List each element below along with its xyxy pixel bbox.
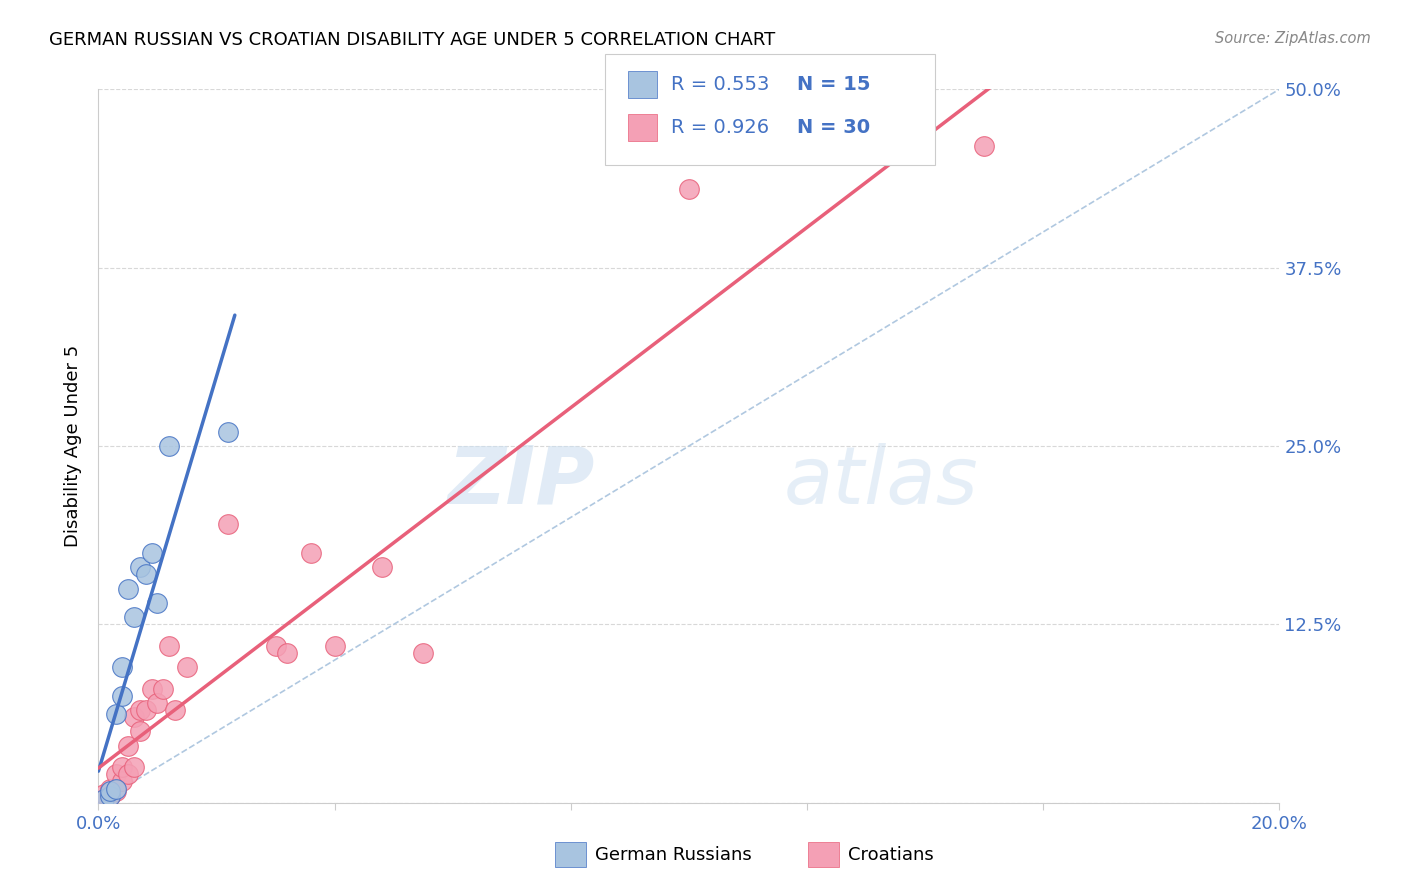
Point: [157, 639, 180, 653]
Point: [276, 646, 298, 660]
Text: GERMAN RUSSIAN VS CROATIAN DISABILITY AGE UNDER 5 CORRELATION CHART: GERMAN RUSSIAN VS CROATIAN DISABILITY AG…: [49, 31, 776, 49]
Text: N = 15: N = 15: [797, 75, 870, 95]
Point: [111, 774, 134, 789]
Text: R = 0.553: R = 0.553: [671, 75, 769, 95]
Point: [264, 639, 287, 653]
Text: Croatians: Croatians: [848, 846, 934, 863]
Point: [128, 703, 150, 717]
Point: [122, 610, 145, 624]
Text: N = 30: N = 30: [797, 118, 870, 137]
Point: [176, 660, 198, 674]
Point: [973, 139, 995, 153]
Point: [117, 582, 139, 596]
Point: [412, 646, 434, 660]
Point: [98, 789, 121, 803]
Y-axis label: Disability Age Under 5: Disability Age Under 5: [65, 345, 83, 547]
Point: [165, 703, 187, 717]
Point: [135, 703, 157, 717]
Point: [122, 710, 145, 724]
Text: R = 0.926: R = 0.926: [671, 118, 769, 137]
Point: [678, 182, 700, 196]
Point: [217, 425, 239, 439]
Point: [111, 760, 134, 774]
Point: [117, 739, 139, 753]
Point: [93, 791, 115, 805]
Point: [105, 784, 128, 798]
Point: [152, 681, 174, 696]
Point: [117, 767, 139, 781]
Point: [111, 660, 134, 674]
Text: German Russians: German Russians: [595, 846, 751, 863]
Point: [93, 791, 115, 805]
Point: [299, 546, 322, 560]
Point: [98, 781, 121, 796]
Point: [135, 567, 157, 582]
Point: [217, 517, 239, 532]
Point: [98, 784, 121, 798]
Point: [128, 560, 150, 574]
Text: Source: ZipAtlas.com: Source: ZipAtlas.com: [1215, 31, 1371, 46]
Point: [146, 696, 169, 710]
Point: [141, 546, 163, 560]
Point: [105, 767, 128, 781]
Point: [323, 639, 346, 653]
Point: [141, 681, 163, 696]
Point: [105, 707, 128, 722]
Point: [146, 596, 169, 610]
Point: [111, 689, 134, 703]
Point: [105, 781, 128, 796]
Point: [93, 787, 115, 801]
Point: [128, 724, 150, 739]
Point: [122, 760, 145, 774]
Point: [371, 560, 394, 574]
Text: atlas: atlas: [783, 442, 979, 521]
Point: [157, 439, 180, 453]
Point: [98, 789, 121, 803]
Text: ZIP: ZIP: [447, 442, 595, 521]
